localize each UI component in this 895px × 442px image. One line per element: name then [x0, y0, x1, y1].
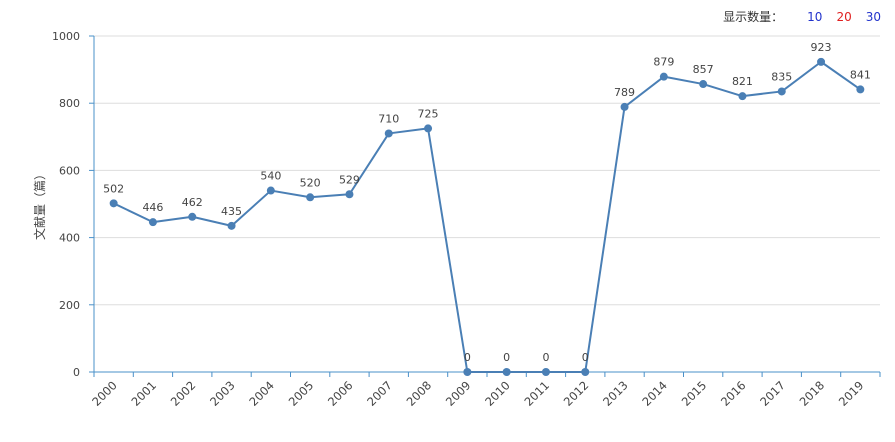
data-point	[384, 129, 393, 138]
x-tick-label: 2001	[128, 378, 159, 409]
data-label: 821	[732, 75, 753, 88]
display-count-option-20[interactable]: 20	[836, 9, 852, 24]
data-point	[817, 57, 826, 66]
data-label: 835	[771, 70, 792, 83]
x-tick-label: 2010	[482, 378, 513, 409]
data-point	[738, 92, 747, 101]
data-point	[188, 212, 197, 221]
data-point	[109, 199, 118, 208]
display-count-option-30[interactable]: 30	[865, 9, 881, 24]
data-label: 879	[653, 56, 674, 69]
x-tick-label: 2019	[836, 378, 867, 409]
x-tick-label: 2018	[797, 378, 828, 409]
data-label: 502	[103, 182, 124, 195]
data-point	[620, 102, 629, 111]
y-axis-title: 文献量（篇）	[32, 168, 47, 240]
display-count-option-10[interactable]: 10	[807, 9, 823, 24]
data-label: 540	[260, 170, 281, 183]
data-label: 446	[142, 201, 163, 214]
x-tick-label: 2011	[521, 378, 552, 409]
x-tick-label: 2013	[600, 378, 631, 409]
y-tick-label: 1000	[52, 30, 80, 43]
x-tick-label: 2009	[443, 378, 474, 409]
x-tick-label: 2012	[561, 378, 592, 409]
data-label: 841	[850, 68, 871, 81]
x-tick-label: 2017	[757, 378, 788, 409]
display-count-selector: 显示数量： 10 20 30	[723, 8, 881, 25]
x-tick-label: 2004	[246, 378, 277, 409]
data-label: 0	[464, 351, 471, 364]
x-tick-label: 2006	[325, 378, 356, 409]
x-tick-label: 2005	[286, 378, 317, 409]
data-label: 857	[693, 63, 714, 76]
data-point	[463, 368, 472, 376]
x-tick-label: 2015	[679, 378, 710, 409]
data-point	[777, 87, 786, 96]
data-label: 923	[811, 41, 832, 54]
data-point	[581, 368, 590, 376]
data-point	[856, 85, 865, 94]
data-point	[424, 124, 433, 133]
data-label: 710	[378, 112, 399, 125]
data-point	[345, 190, 354, 199]
x-tick-label: 2014	[639, 378, 670, 409]
series-line	[113, 60, 861, 373]
data-label: 435	[221, 205, 242, 218]
data-label: 0	[542, 351, 549, 364]
x-tick-label: 2008	[404, 378, 435, 409]
y-tick-label: 800	[59, 97, 80, 110]
x-tick-label: 2016	[718, 378, 749, 409]
data-label: 725	[418, 107, 439, 120]
x-tick-label: 2003	[207, 378, 238, 409]
data-label: 520	[300, 176, 321, 189]
y-tick-label: 200	[59, 299, 80, 312]
data-label: 0	[582, 351, 589, 364]
y-tick-label: 600	[59, 164, 80, 177]
x-tick-label: 2000	[89, 378, 120, 409]
data-point	[699, 80, 708, 89]
data-point	[306, 193, 315, 202]
data-label: 529	[339, 173, 360, 186]
data-point	[266, 186, 275, 195]
y-tick-label: 400	[59, 232, 80, 245]
data-point	[659, 72, 668, 81]
display-count-label: 显示数量：	[723, 10, 784, 24]
data-label: 0	[503, 351, 510, 364]
data-label: 462	[182, 196, 203, 209]
data-label: 789	[614, 86, 635, 99]
data-point	[541, 368, 550, 376]
data-point	[148, 218, 157, 227]
data-point	[502, 368, 511, 376]
x-tick-label: 2007	[364, 378, 395, 409]
data-point	[227, 221, 236, 230]
y-tick-label: 0	[73, 366, 80, 379]
x-tick-label: 2002	[168, 378, 199, 409]
